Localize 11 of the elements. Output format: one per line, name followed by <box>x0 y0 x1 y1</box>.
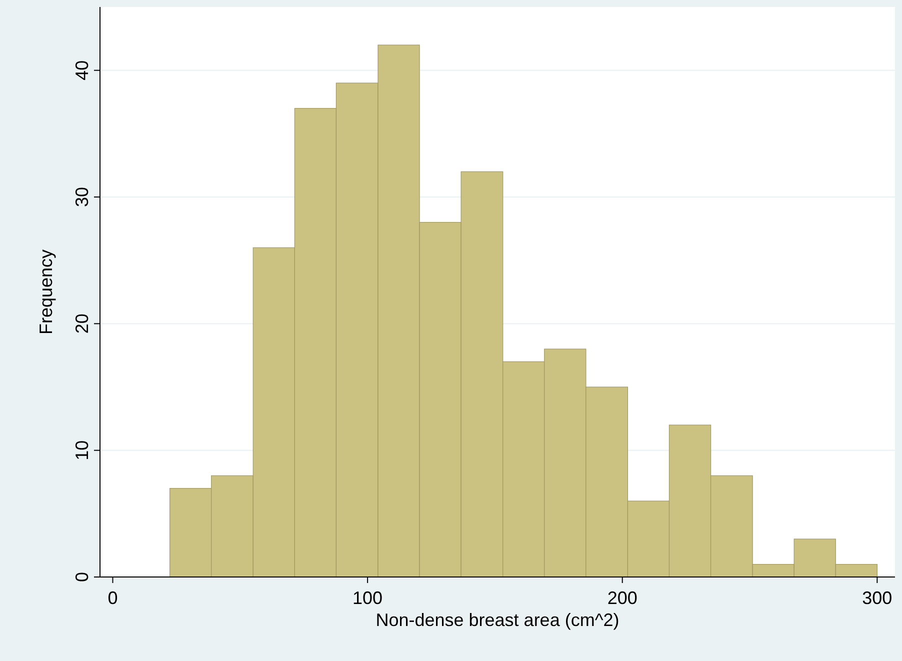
y-tick-label: 20 <box>72 314 92 334</box>
x-tick-label: 100 <box>352 588 383 608</box>
y-tick-label: 40 <box>72 60 92 80</box>
x-tick-label: 300 <box>862 588 892 608</box>
y-tick-label: 0 <box>72 572 92 582</box>
x-axis-title: Non-dense breast area (cm^2) <box>376 610 620 630</box>
y-axis-title: Frequency <box>36 249 56 335</box>
x-tick-label: 0 <box>108 588 118 608</box>
y-tick-label: 30 <box>72 186 92 208</box>
y-tick-label: 10 <box>72 440 92 460</box>
x-tick-label: 200 <box>607 588 638 608</box>
